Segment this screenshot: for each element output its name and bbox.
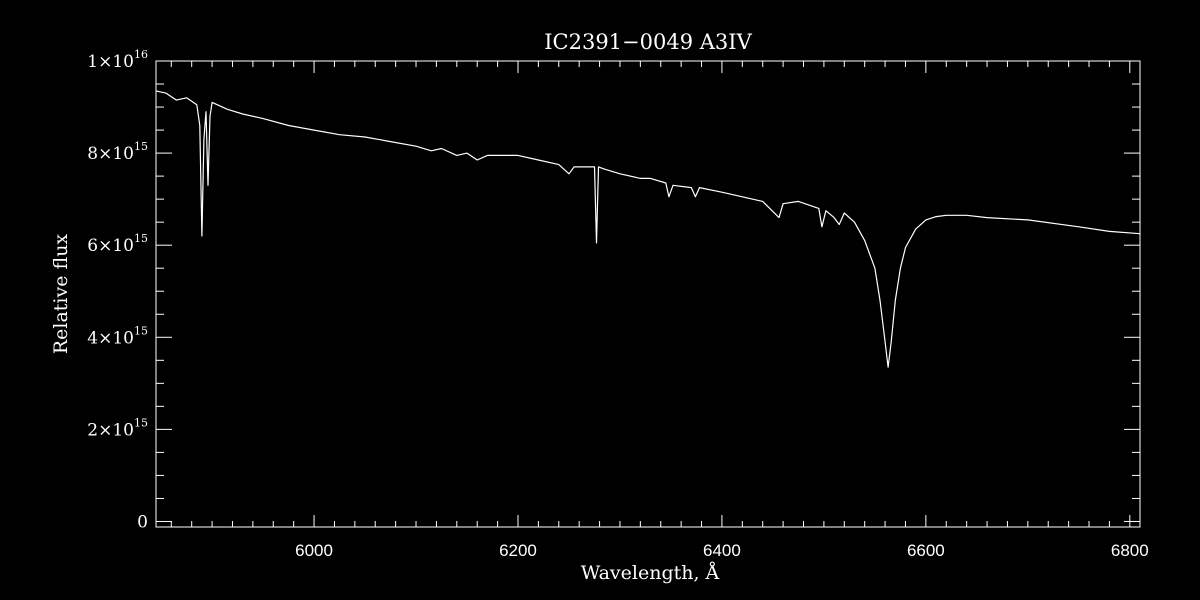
chart-title: IC2391−0049 A3IV — [544, 30, 752, 54]
x-tick-label: 6800 — [1111, 541, 1149, 560]
x-axis-label: Wavelength, Å — [581, 562, 720, 584]
axis-ticks — [156, 60, 1140, 527]
x-tick-labels: 6000 6200 6400 6600 6800 — [295, 541, 1149, 560]
x-tick-label: 6600 — [907, 541, 945, 560]
y-tick-label: 2×1015 — [87, 416, 148, 440]
spectrum-line — [155, 90, 1141, 368]
y-axis-label: Relative flux — [50, 234, 72, 355]
x-tick-label: 6000 — [295, 541, 333, 560]
plot-frame — [155, 60, 1141, 528]
y-tick-label: 4×1015 — [87, 324, 148, 348]
x-tick-label: 6200 — [499, 541, 537, 560]
y-tick-labels: 0 2×1015 4×1015 6×1015 8×1015 1×1016 — [87, 48, 148, 532]
y-tick-label: 6×1015 — [87, 232, 148, 256]
y-tick-label: 0 — [137, 512, 148, 532]
x-tick-label: 6400 — [703, 541, 741, 560]
y-tick-label: 8×1015 — [87, 140, 148, 164]
y-tick-label: 1×1016 — [87, 48, 148, 72]
